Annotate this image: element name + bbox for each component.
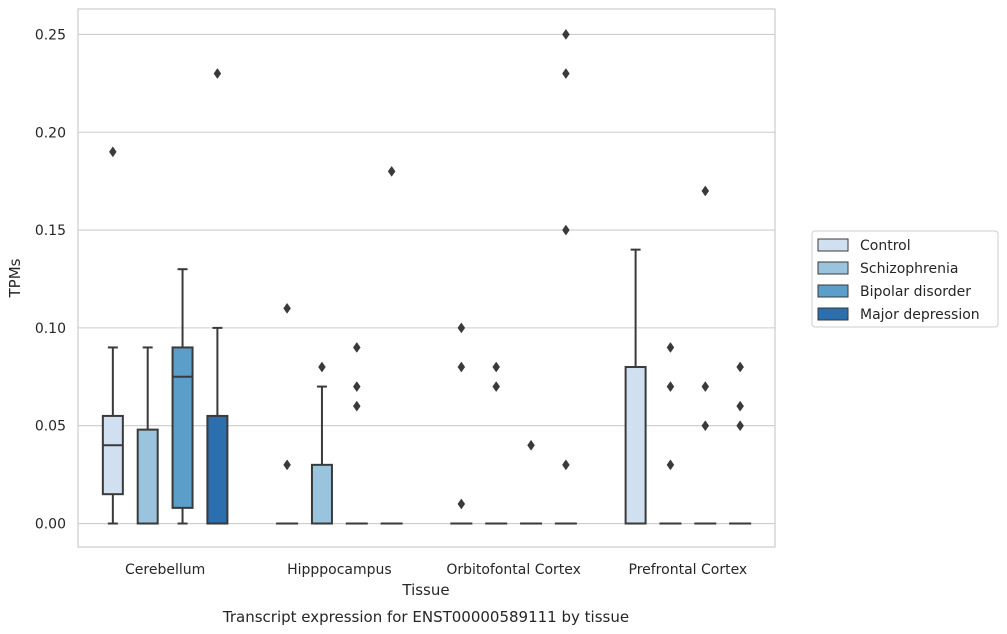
outlier-point (492, 381, 501, 393)
box-group (380, 165, 403, 525)
legend-label: Bipolar disorder (860, 284, 971, 300)
outlier-point (527, 439, 535, 451)
box (171, 346, 194, 509)
box-group (136, 346, 159, 525)
box-group (345, 342, 368, 525)
x-tick-label: Cerebellum (125, 562, 205, 578)
box-group (729, 361, 752, 525)
legend-frame (811, 230, 999, 328)
outlier-point (283, 459, 291, 471)
outlier-point (283, 302, 291, 314)
box (206, 414, 229, 525)
outlier-point (666, 381, 675, 393)
y-tick-label: 0.05 (35, 419, 66, 435)
outlier-point (701, 185, 710, 197)
box-group (171, 268, 194, 525)
outlier-point (457, 498, 466, 510)
box-group (624, 248, 647, 525)
box (624, 366, 647, 525)
box-group (450, 322, 473, 525)
outlier-point (562, 224, 570, 236)
chart-caption: Transcript expression for ENST0000058911… (222, 608, 629, 626)
legend-swatch (817, 261, 849, 275)
x-tick-label: Hipppocampus (287, 562, 392, 578)
outlier-point (492, 361, 501, 373)
box-group (520, 439, 543, 525)
outlier-point (666, 459, 675, 471)
box-group (659, 342, 682, 525)
box (136, 428, 159, 525)
x-tick-label: Orbitofontal Cortex (446, 562, 581, 578)
outlier-point (736, 400, 744, 412)
legend-label: Schizophrenia (860, 261, 958, 277)
legend-swatch (817, 284, 849, 298)
outlier-point (352, 342, 361, 353)
outlier-point (701, 420, 710, 432)
box-group (694, 185, 717, 525)
box (310, 463, 333, 525)
plot-frame (77, 8, 776, 548)
legend: Control Schizophrenia Bipolar disorder Majo… (811, 230, 999, 328)
outlier-point (736, 420, 744, 432)
outlier-point (387, 165, 396, 177)
legend-label: Major depression (860, 307, 980, 323)
box-group (310, 361, 333, 525)
outlier-point (457, 361, 466, 373)
outlier-point (352, 381, 361, 393)
y-tick-label: 0.00 (35, 517, 66, 533)
outlier-point (736, 361, 744, 373)
y-tick-label: 0.25 (35, 27, 66, 43)
box-group (485, 361, 508, 525)
grid-lines (78, 33, 775, 525)
legend-swatch (817, 307, 849, 321)
outlier-point (109, 146, 117, 158)
x-axis-ticks: Cerebellum Hipppocampus Orbitofontal Corte… (125, 562, 747, 578)
y-axis-title: TPMs (6, 258, 24, 298)
outlier-point (318, 361, 326, 373)
outlier-point (701, 381, 710, 393)
outlier-point (213, 68, 222, 79)
legend-swatch (817, 238, 849, 252)
outlier-point (562, 68, 570, 79)
y-axis-ticks: 0.00 0.05 0.10 0.15 0.20 0.25 (35, 27, 66, 532)
legend-label: Control (860, 238, 911, 254)
outlier-point (562, 28, 570, 40)
box-group (276, 302, 299, 525)
box-group (206, 68, 229, 525)
box-group (101, 146, 124, 525)
outlier-point (352, 400, 361, 412)
outlier-point (457, 322, 466, 334)
x-tick-label: Prefrontal Cortex (629, 562, 748, 578)
boxes (101, 28, 752, 525)
box-group (554, 28, 577, 525)
outlier-point (666, 342, 675, 353)
outlier-point (562, 459, 570, 471)
y-tick-label: 0.15 (35, 223, 66, 239)
box (101, 414, 124, 496)
y-tick-label: 0.20 (35, 125, 66, 141)
y-tick-label: 0.10 (35, 321, 66, 337)
x-axis-title: Tissue (401, 581, 449, 599)
